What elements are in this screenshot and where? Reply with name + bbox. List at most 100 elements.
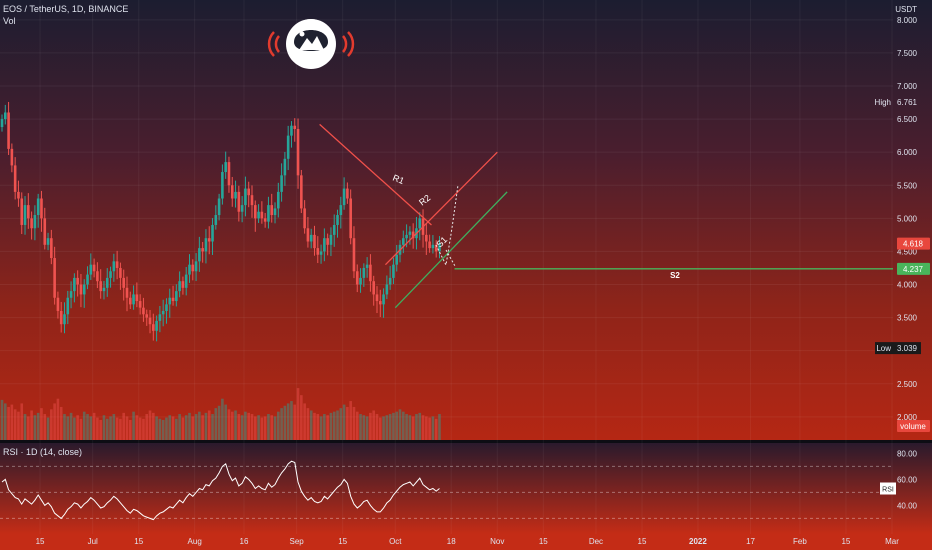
volume-bar bbox=[382, 416, 385, 440]
volume-bar bbox=[23, 414, 27, 440]
volume-bar bbox=[365, 416, 369, 440]
volume-badge: volume bbox=[897, 420, 930, 432]
symbol-title[interactable]: EOS / TetherUS, 1D, BINANCE bbox=[3, 4, 129, 14]
volume-bar bbox=[306, 408, 310, 440]
volume-bar bbox=[30, 410, 33, 440]
candle-body bbox=[56, 297, 60, 311]
time-tick-label: Jul bbox=[88, 537, 98, 546]
last-price-badge-box bbox=[897, 237, 930, 250]
volume-bar bbox=[431, 416, 435, 440]
candle-body bbox=[119, 267, 122, 278]
volume-bar bbox=[53, 403, 56, 440]
time-axis-background bbox=[0, 534, 932, 550]
volume-bar bbox=[122, 412, 126, 440]
candle-body bbox=[115, 261, 119, 268]
candle-body bbox=[244, 188, 247, 206]
candle-body bbox=[227, 162, 231, 186]
candle-body bbox=[3, 112, 7, 120]
rsi-badge-box bbox=[880, 482, 896, 495]
volume-bar bbox=[418, 412, 422, 440]
candle-body bbox=[211, 224, 214, 242]
candle-body bbox=[165, 304, 168, 311]
high-value: 6.761 bbox=[897, 98, 918, 107]
candle-body bbox=[168, 297, 172, 305]
price-unit: USDT bbox=[895, 5, 917, 14]
candle-body bbox=[277, 191, 280, 209]
time-tick-label: Sep bbox=[290, 537, 305, 546]
axes: USDT 8.000 7.500 7.000 6.500 6.000 5.500 5.000 4… bbox=[0, 5, 930, 546]
candle-body bbox=[188, 264, 191, 275]
candle-body bbox=[428, 241, 431, 249]
volume-bar bbox=[178, 414, 181, 440]
volume-bar bbox=[73, 417, 76, 440]
candle-body bbox=[89, 264, 93, 275]
candle-body bbox=[438, 243, 441, 252]
candle-body bbox=[283, 158, 287, 176]
volume-bar bbox=[349, 401, 352, 440]
volume-bar bbox=[10, 404, 14, 440]
candle-body bbox=[217, 198, 221, 216]
volume-bar bbox=[135, 415, 139, 440]
volume-bar bbox=[50, 409, 53, 440]
volume-bar bbox=[152, 412, 155, 440]
candle-body bbox=[411, 231, 415, 239]
price-tick-label: 4.500 bbox=[897, 247, 918, 256]
candle-body bbox=[372, 281, 375, 295]
time-tick-label: Nov bbox=[490, 537, 504, 546]
rsi-legend[interactable]: RSI · 1D (14, close) bbox=[3, 447, 83, 457]
volume-bar bbox=[234, 410, 237, 440]
volume-bar bbox=[227, 409, 231, 440]
candle-body bbox=[290, 125, 293, 136]
candle-body bbox=[96, 271, 99, 282]
volume-bar bbox=[86, 414, 89, 440]
candle-body bbox=[198, 248, 201, 262]
candle-body bbox=[17, 191, 20, 199]
projection-path-up bbox=[435, 184, 459, 267]
volume-bar bbox=[286, 403, 290, 440]
candle-body bbox=[263, 218, 267, 222]
candle-body bbox=[158, 314, 162, 321]
volume-bar bbox=[296, 388, 300, 440]
volume-legend[interactable]: Vol bbox=[3, 16, 16, 26]
volume-bar bbox=[69, 412, 73, 440]
candle-body bbox=[431, 244, 435, 249]
candle-body bbox=[303, 208, 306, 229]
volume-bar bbox=[336, 410, 339, 440]
time-tick-label: 2022 bbox=[689, 537, 707, 546]
volume-bar bbox=[392, 412, 395, 440]
price-tick-label: 7.500 bbox=[897, 49, 918, 58]
volume-bar bbox=[142, 418, 145, 440]
price-tick-label: 3.500 bbox=[897, 314, 918, 323]
candle-body bbox=[336, 215, 339, 225]
volume-bar bbox=[7, 406, 10, 440]
volume-bar bbox=[300, 395, 303, 440]
candle-body bbox=[230, 185, 234, 199]
pane-divider[interactable] bbox=[0, 440, 932, 443]
candle-body bbox=[152, 324, 155, 331]
volume-bar bbox=[155, 416, 158, 440]
candle-body bbox=[184, 274, 188, 288]
volume-bar bbox=[438, 414, 441, 440]
volume-bar bbox=[46, 417, 50, 440]
candle-body bbox=[319, 251, 323, 255]
candles bbox=[0, 101, 441, 342]
trendline-label-r1: R1 bbox=[391, 173, 405, 187]
volume-bar bbox=[369, 412, 372, 440]
candle-body bbox=[296, 129, 300, 176]
volume-bar bbox=[40, 408, 43, 440]
candle-body bbox=[309, 234, 313, 242]
volume-bar bbox=[421, 415, 425, 440]
candle-body bbox=[53, 258, 56, 298]
time-tick-label: 15 bbox=[539, 537, 548, 546]
volume-bar bbox=[303, 403, 306, 440]
candle-body bbox=[66, 297, 70, 315]
candle-body bbox=[286, 135, 290, 159]
candle-body bbox=[175, 291, 178, 302]
volume-bar bbox=[188, 412, 191, 440]
volume-bar bbox=[434, 418, 438, 440]
price-tick-label: 8.000 bbox=[897, 16, 918, 25]
volume-bar bbox=[359, 414, 362, 440]
time-tick-label: 16 bbox=[240, 537, 249, 546]
